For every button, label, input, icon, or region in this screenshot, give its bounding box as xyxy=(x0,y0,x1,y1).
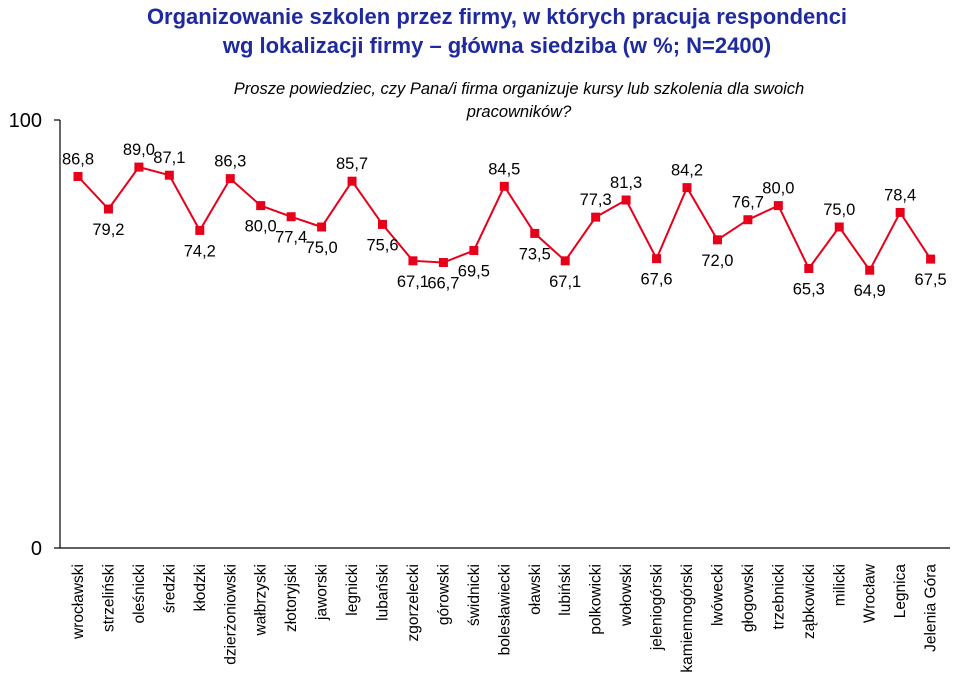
data-label: 89,0 xyxy=(123,141,155,159)
category-label: lubański xyxy=(375,564,392,621)
category-label: wołowski xyxy=(618,564,635,627)
category-label: bolesławiecki xyxy=(496,564,513,655)
category-label: kłodzki xyxy=(192,564,209,611)
category-label: milicki xyxy=(831,564,848,606)
data-label: 72,0 xyxy=(701,252,733,270)
data-label: 73,5 xyxy=(519,245,551,263)
category-label: strzeliński xyxy=(100,564,117,632)
data-label: 81,3 xyxy=(610,174,642,192)
category-label: polkowicki xyxy=(588,564,605,635)
data-point xyxy=(134,162,144,172)
data-labels: 86,879,289,087,174,286,380,077,475,085,7… xyxy=(62,141,947,300)
data-point xyxy=(773,201,783,211)
category-label: zgorzelecki xyxy=(405,564,422,642)
data-label: 67,1 xyxy=(397,273,429,291)
data-label: 85,7 xyxy=(336,155,368,173)
data-label: 80,0 xyxy=(245,218,277,236)
data-point xyxy=(621,195,631,205)
category-labels: wrocławski strzeliński oleśnicki średzki kło… xyxy=(70,563,940,672)
data-point xyxy=(225,174,235,184)
data-point xyxy=(103,204,113,214)
category-label: złotoryjski xyxy=(283,564,300,632)
data-point xyxy=(804,264,814,274)
category-label: ząbkowicki xyxy=(801,564,818,639)
data-label: 67,6 xyxy=(640,271,672,289)
data-label: 87,1 xyxy=(153,149,185,167)
category-label: dzierżoniowski xyxy=(222,564,239,665)
data-point xyxy=(834,222,844,232)
data-point xyxy=(591,212,601,222)
category-label: Legnica xyxy=(892,564,909,619)
data-point xyxy=(256,201,266,211)
data-point xyxy=(743,215,753,225)
data-label: 67,5 xyxy=(915,271,947,289)
data-label: 76,7 xyxy=(732,194,764,212)
data-label: 75,0 xyxy=(306,239,338,257)
category-label: oławski xyxy=(527,564,544,615)
data-point xyxy=(469,246,479,256)
chart-title-line2: wg lokalizacji firmy – główna siedziba (… xyxy=(222,33,771,58)
series-line xyxy=(73,162,936,275)
category-label: Jelenia Góra xyxy=(923,564,940,652)
data-label: 74,2 xyxy=(184,242,216,260)
data-point xyxy=(895,207,905,217)
data-label: 86,8 xyxy=(62,150,94,168)
data-label: 84,5 xyxy=(488,160,520,178)
data-point xyxy=(926,254,936,264)
data-label: 69,5 xyxy=(458,263,490,281)
data-label: 66,7 xyxy=(427,275,459,293)
data-point xyxy=(438,258,448,268)
data-point xyxy=(195,225,205,235)
data-point xyxy=(73,171,83,181)
data-label: 80,0 xyxy=(762,180,794,198)
data-label: 64,9 xyxy=(854,282,886,300)
axes: 100 0 xyxy=(9,110,950,560)
data-point xyxy=(865,265,875,275)
data-point xyxy=(347,176,357,186)
data-label: 86,3 xyxy=(214,153,246,171)
data-point xyxy=(164,170,174,180)
data-label: 65,3 xyxy=(793,281,825,299)
data-point xyxy=(378,219,387,229)
category-label: średzki xyxy=(161,564,178,613)
chart-subtitle-line1: Prosze powiedziec, czy Pana/i firma orga… xyxy=(234,80,804,98)
data-point xyxy=(286,212,296,222)
category-label: jaworski xyxy=(314,564,331,621)
data-point xyxy=(652,254,662,264)
data-label: 77,4 xyxy=(275,229,307,247)
data-point xyxy=(530,228,540,238)
category-label: trzebnicki xyxy=(770,564,787,629)
y-tick-label: 100 xyxy=(9,110,42,132)
chart-subtitle-line2: pracowników? xyxy=(466,103,572,121)
data-point xyxy=(499,181,509,191)
category-label: wrocławski xyxy=(70,564,87,640)
data-point xyxy=(408,256,418,266)
data-label: 77,3 xyxy=(580,191,612,209)
data-point xyxy=(682,183,692,193)
category-label: wałbrzyski xyxy=(253,564,270,636)
data-label: 75,6 xyxy=(366,236,398,254)
category-label: głogowski xyxy=(740,564,757,632)
data-point xyxy=(712,235,722,245)
category-label: kamiennogórski xyxy=(679,564,696,673)
category-label: Wrocław xyxy=(862,563,879,623)
category-label: jeleniogórski xyxy=(649,564,666,651)
category-label: górowski xyxy=(435,564,452,625)
category-label: legnicki xyxy=(344,564,361,616)
chart-title-line1: Organizowanie szkolen przez firmy, w któ… xyxy=(147,4,847,29)
category-label: świdnicki xyxy=(466,564,483,626)
category-label: oleśnicki xyxy=(131,564,148,623)
y-tick-label: 0 xyxy=(31,538,42,560)
data-point xyxy=(560,256,570,266)
data-label: 84,2 xyxy=(671,162,703,180)
category-label: lwówecki xyxy=(709,564,726,626)
data-label: 79,2 xyxy=(92,221,124,239)
category-label: lubiński xyxy=(557,564,574,616)
data-label: 67,1 xyxy=(549,273,581,291)
data-label: 78,4 xyxy=(884,186,916,204)
data-point xyxy=(317,222,327,232)
data-label: 75,0 xyxy=(823,201,855,219)
